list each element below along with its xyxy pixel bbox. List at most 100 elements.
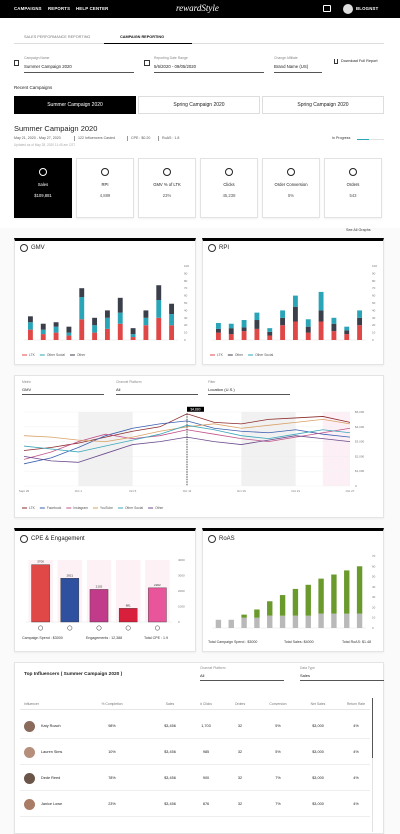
kpi-label: Sales [37,182,49,187]
message-icon[interactable] [323,5,331,12]
chart-footnote: Total Campaign Spend : $3000 [208,640,258,644]
filter-underline [274,72,322,73]
kpi-label: Orders [346,182,360,187]
kpi-card[interactable] [262,158,320,218]
table-cell: 4% [353,749,359,754]
kpi-icon [39,168,47,176]
table-filter-value[interactable]: Sales [300,673,311,678]
row-avatar [24,721,35,732]
kpi-card[interactable] [138,158,196,218]
user-name[interactable]: BLOGNST [356,6,379,11]
table-cell: 32 [237,749,243,754]
table-cell: 78% [108,775,116,780]
kpi-card[interactable] [76,158,134,218]
status-fill [357,138,369,140]
download-icon[interactable] [334,59,338,64]
influencer-name[interactable]: Lauren Sims [41,749,63,754]
tab[interactable]: SALES PERFORMANCE REPORTING [24,35,91,39]
table-cell: 32 [237,775,243,780]
nav-link[interactable]: REPORTS [48,6,71,11]
kpi-icon [287,168,295,176]
filter-value[interactable]: 5/6/2020 - 09/05/2020 [154,64,197,69]
column-header[interactable]: Orders [234,702,246,706]
filter-icon [14,60,19,66]
kpi-card[interactable] [200,158,258,218]
column-header[interactable]: Sales [165,702,175,706]
table-filter-label: Data Type [300,666,315,670]
kpi-card[interactable] [324,158,382,218]
kpi-icon [225,168,233,176]
status: In Progress [332,136,351,140]
table-cell: 32 [237,723,243,728]
separator [127,136,128,141]
control-label: Metric [22,380,31,384]
section-label: Recent Campaigns [14,85,53,90]
campaign-button[interactable]: Summer Campaign 2020 [14,96,136,114]
kpi-card[interactable] [14,158,72,218]
control-value[interactable]: Location (U.S.) [208,387,235,392]
table-cell: $3,456 [164,775,176,780]
campaign-roas: RoAS : 1.8 [162,136,180,140]
table-cell: 7% [275,801,281,806]
avatar[interactable] [343,4,353,14]
table-cell: $3,000 [312,723,324,728]
column-header[interactable]: Conversion [269,702,287,706]
filter-label: Reporting Date Range [154,56,188,60]
kpi-icon [349,168,357,176]
chart-footnote: Campaign Spend : $3000 [22,636,63,640]
campaign-button[interactable]: Spring Campaign 2020 [138,96,260,114]
table-cell: 876 [202,801,210,806]
column-header[interactable]: % Completion [101,702,123,706]
table-cell: $3,000 [312,801,324,806]
kpi-icon [163,168,171,176]
kpi-value: 4,889 [99,193,111,198]
see-all-link[interactable]: See All Graphs [346,228,371,232]
campaign-button[interactable]: Spring Campaign 2020 [262,96,384,114]
calendar-icon [144,60,150,66]
control-label: Filter [208,380,216,384]
filter-underline [200,680,284,681]
row-divider [20,764,370,765]
influencer-name[interactable]: Katy Roach [41,723,61,728]
chart-icon [20,244,28,252]
column-header[interactable]: # Clicks [200,702,212,706]
control-value[interactable]: All [116,387,121,392]
gmv-card [14,238,196,365]
filter-value[interactable]: Summer Campaign 2020 [24,64,72,69]
table-cell: 10% [108,749,116,754]
campaign-cpe: CPE : $0.20 [131,136,151,140]
status-track [357,138,384,140]
logo[interactable]: rewardStyle [176,3,219,13]
table-cell: 985 [202,749,210,754]
kpi-label: RPI [101,182,109,187]
nav-link[interactable]: HELP CENTER [76,6,109,11]
kpi-icon [101,168,109,176]
nav-link[interactable]: CAMPAIGNS [14,6,42,11]
filter-value[interactable]: Brand Name (US) [274,64,309,69]
table-title: Top Influencers ( Summer Campaign 2020 ) [24,672,123,677]
table-cell: 98% [108,723,116,728]
scrollbar[interactable] [372,698,373,832]
tab-divider [14,43,384,44]
table-cell: 7% [275,775,281,780]
chart-title: RPI [219,245,230,251]
scroll-thumb[interactable] [372,698,373,758]
chart-footnote: Total CPE : 1.9 [144,636,168,640]
chart-icon [208,535,216,543]
column-header[interactable]: Net Sales [310,702,326,706]
column-header[interactable]: Return Rate [346,702,366,706]
filter-underline [154,72,264,73]
tab-active[interactable]: CAMPAIGN REPORTING [120,35,165,39]
chart-title: GMV [31,245,45,251]
row-avatar [24,773,35,784]
roas-card [202,528,384,652]
table-filter-value[interactable]: All [200,673,205,678]
download-link[interactable]: Download Full Report [341,59,378,63]
row-avatar [24,747,35,758]
influencer-name[interactable]: Janice Lowe [41,801,63,806]
tab-underline [104,42,192,44]
table-cell: 23% [108,801,116,806]
control-value[interactable]: GMV [22,387,32,392]
influencer-name[interactable]: Dede Reed [41,775,61,780]
